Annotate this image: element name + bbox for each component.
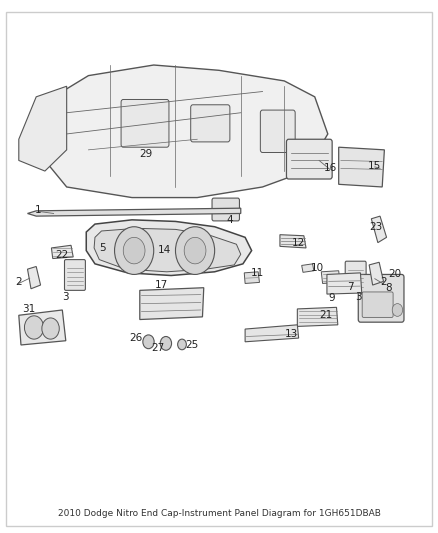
Text: 9: 9 [329, 293, 336, 303]
Polygon shape [321, 271, 340, 284]
FancyBboxPatch shape [362, 292, 393, 317]
FancyBboxPatch shape [286, 139, 332, 179]
Text: 15: 15 [368, 161, 381, 171]
Circle shape [178, 339, 186, 350]
Text: 7: 7 [347, 281, 354, 292]
FancyBboxPatch shape [191, 105, 230, 142]
Polygon shape [297, 308, 338, 326]
Circle shape [123, 237, 145, 264]
Text: 10: 10 [311, 263, 324, 272]
Polygon shape [245, 325, 299, 342]
Text: 5: 5 [99, 243, 106, 253]
Circle shape [392, 304, 403, 317]
Polygon shape [280, 235, 306, 248]
Text: 17: 17 [155, 280, 168, 290]
Text: 29: 29 [140, 149, 153, 158]
Text: 8: 8 [385, 282, 392, 293]
Polygon shape [369, 262, 384, 285]
Circle shape [176, 227, 215, 274]
Text: 31: 31 [22, 304, 35, 314]
FancyBboxPatch shape [374, 276, 384, 288]
Circle shape [184, 237, 206, 264]
Polygon shape [371, 216, 387, 243]
Text: 26: 26 [129, 333, 142, 343]
Text: 12: 12 [292, 238, 305, 248]
Polygon shape [19, 310, 66, 345]
Text: 2: 2 [15, 277, 22, 287]
Text: 13: 13 [285, 329, 298, 339]
Polygon shape [28, 208, 241, 216]
Text: 16: 16 [323, 164, 337, 173]
Circle shape [42, 318, 59, 339]
Circle shape [25, 316, 44, 339]
Polygon shape [302, 264, 314, 272]
Circle shape [160, 336, 172, 350]
Text: 3: 3 [63, 292, 69, 302]
Text: 4: 4 [226, 215, 233, 225]
Text: 2: 2 [380, 277, 387, 287]
FancyBboxPatch shape [345, 261, 366, 292]
Text: 23: 23 [369, 222, 382, 232]
Text: 25: 25 [185, 340, 198, 350]
Polygon shape [140, 288, 204, 319]
Text: 3: 3 [355, 292, 362, 302]
FancyBboxPatch shape [121, 100, 169, 147]
Text: 2010 Dodge Nitro End Cap-Instrument Panel Diagram for 1GH651DBAB: 2010 Dodge Nitro End Cap-Instrument Pane… [57, 508, 381, 518]
Circle shape [115, 227, 154, 274]
Text: 20: 20 [388, 270, 401, 279]
Text: 27: 27 [152, 343, 165, 353]
Text: 21: 21 [319, 310, 332, 320]
FancyBboxPatch shape [358, 274, 404, 322]
Text: 1: 1 [35, 205, 42, 215]
Polygon shape [19, 86, 67, 171]
Polygon shape [28, 266, 41, 289]
Polygon shape [327, 273, 362, 294]
FancyBboxPatch shape [64, 260, 85, 290]
Text: 14: 14 [158, 245, 171, 255]
Polygon shape [51, 245, 73, 259]
Polygon shape [339, 147, 385, 187]
Polygon shape [36, 65, 328, 198]
Polygon shape [244, 272, 259, 284]
Polygon shape [94, 228, 241, 272]
FancyBboxPatch shape [260, 110, 295, 152]
Text: 11: 11 [251, 268, 264, 278]
Circle shape [143, 335, 154, 349]
Text: 22: 22 [56, 250, 69, 260]
FancyBboxPatch shape [212, 198, 240, 221]
Polygon shape [86, 220, 252, 276]
